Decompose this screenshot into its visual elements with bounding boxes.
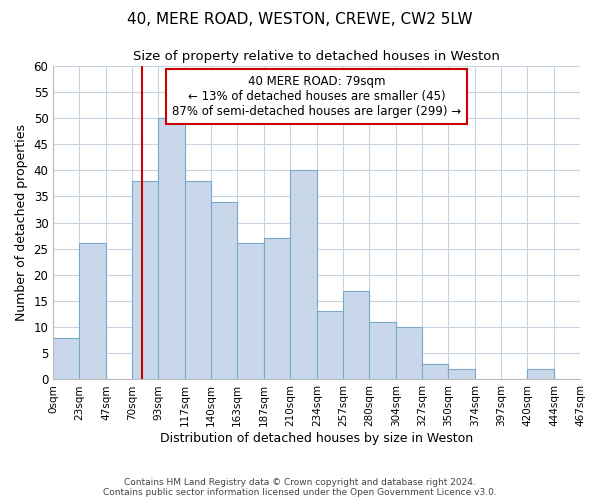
Bar	[396, 327, 422, 380]
Bar	[264, 238, 290, 380]
Bar	[79, 244, 106, 380]
Bar	[158, 118, 185, 380]
Bar	[527, 369, 554, 380]
Bar	[369, 322, 396, 380]
Bar	[317, 312, 343, 380]
Bar	[211, 202, 237, 380]
Bar	[290, 170, 317, 380]
Bar	[53, 338, 79, 380]
Text: 40, MERE ROAD, WESTON, CREWE, CW2 5LW: 40, MERE ROAD, WESTON, CREWE, CW2 5LW	[127, 12, 473, 28]
Text: 40 MERE ROAD: 79sqm
← 13% of detached houses are smaller (45)
87% of semi-detach: 40 MERE ROAD: 79sqm ← 13% of detached ho…	[172, 75, 461, 118]
Bar	[237, 244, 264, 380]
Y-axis label: Number of detached properties: Number of detached properties	[15, 124, 28, 321]
Title: Size of property relative to detached houses in Weston: Size of property relative to detached ho…	[133, 50, 500, 63]
Text: Contains HM Land Registry data © Crown copyright and database right 2024.
Contai: Contains HM Land Registry data © Crown c…	[103, 478, 497, 497]
X-axis label: Distribution of detached houses by size in Weston: Distribution of detached houses by size …	[160, 432, 473, 445]
Bar	[185, 180, 211, 380]
Bar	[132, 180, 158, 380]
Bar	[448, 369, 475, 380]
Bar	[422, 364, 448, 380]
Bar	[343, 290, 369, 380]
